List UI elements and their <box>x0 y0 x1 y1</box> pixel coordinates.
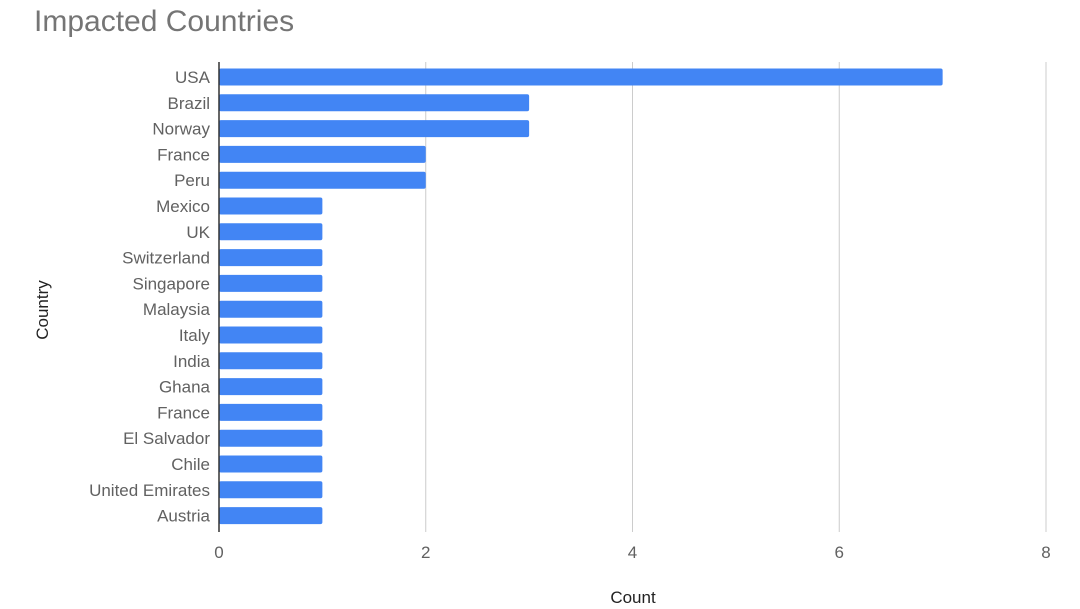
category-label: Singapore <box>132 274 210 293</box>
x-axis-title: Count <box>610 588 656 607</box>
y-axis-title: Country <box>33 280 52 340</box>
bar <box>219 507 323 525</box>
category-label: United Emirates <box>89 481 210 500</box>
bar <box>219 326 323 344</box>
category-label: Ghana <box>159 378 211 397</box>
bar <box>219 352 323 370</box>
gridlines <box>425 62 1047 532</box>
bar <box>219 481 323 499</box>
x-tick-label: 6 <box>835 543 844 562</box>
category-label: Switzerland <box>122 249 210 268</box>
x-tick-label: 2 <box>421 543 430 562</box>
bar <box>219 68 943 86</box>
bar <box>219 223 323 241</box>
bar <box>219 171 426 189</box>
category-label: France <box>157 403 210 422</box>
bar <box>219 145 426 163</box>
bars <box>219 68 943 525</box>
category-label: Mexico <box>156 197 210 216</box>
category-label: UK <box>186 223 210 242</box>
category-label: Chile <box>171 455 210 474</box>
category-label: Peru <box>174 171 210 190</box>
category-label: India <box>173 352 210 371</box>
bar <box>219 94 530 112</box>
bar <box>219 403 323 421</box>
x-tick-label: 0 <box>214 543 223 562</box>
bar <box>219 455 323 473</box>
bar <box>219 197 323 215</box>
bar <box>219 378 323 396</box>
category-label: Brazil <box>167 94 210 113</box>
bar <box>219 249 323 267</box>
bar <box>219 120 530 138</box>
tick-labels: 0 2 4 6 8 <box>214 543 1050 562</box>
category-label: USA <box>175 68 211 87</box>
bar <box>219 274 323 292</box>
category-label: France <box>157 145 210 164</box>
bar <box>219 429 323 447</box>
category-label: Malaysia <box>143 300 211 319</box>
category-label: Norway <box>152 120 210 139</box>
chart-title: Impacted Countries <box>34 5 294 38</box>
category-label: Austria <box>157 507 210 526</box>
category-label: El Salvador <box>123 429 210 448</box>
x-tick-label: 4 <box>628 543 637 562</box>
category-label: Italy <box>179 326 211 345</box>
category-labels: USA Brazil Norway France Peru Mexico UK Switzer… <box>89 68 211 526</box>
bar <box>219 300 323 318</box>
x-tick-label: 8 <box>1041 543 1050 562</box>
